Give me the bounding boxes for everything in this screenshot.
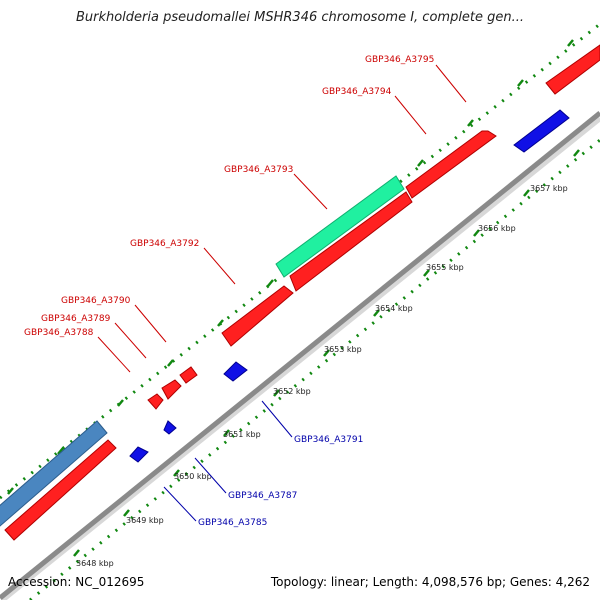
gene-label-GBP346_A3795[interactable]: GBP346_A3795	[365, 55, 434, 65]
tick-mark	[117, 399, 124, 407]
tick-mark	[273, 389, 280, 397]
gene-label-GBP346_A3790[interactable]: GBP346_A3790	[61, 296, 131, 306]
gene-label-GBP346_A3787[interactable]: GBP346_A3787	[228, 491, 297, 501]
tick-mark	[267, 279, 274, 287]
forward-gene-GBP346_A3788[interactable]	[147, 393, 164, 410]
repeat-feature[interactable]	[0, 420, 108, 527]
tick-mark	[523, 189, 530, 197]
scale-labels: 3648 kbp 3649 kbp 3650 kbp 3651 kbp 3652…	[76, 184, 568, 568]
forward-gene-GBP346_A3795[interactable]	[545, 44, 600, 95]
scale-label: 3649 kbp	[126, 516, 164, 525]
tick-mark	[217, 319, 224, 327]
forward-genes	[4, 44, 600, 541]
tick-mark	[7, 487, 14, 495]
scale-label: 3656 kbp	[478, 224, 516, 233]
forward-labels: GBP346_A3795 GBP346_A3794 GBP346_A3793 G…	[24, 55, 434, 338]
tick-mark	[123, 509, 130, 517]
scale-label: 3653 kbp	[324, 345, 362, 354]
tick-mark	[517, 79, 524, 87]
forward-gene-GBP346_A3792[interactable]	[221, 285, 294, 347]
forward-gene-GBP346_A3794[interactable]	[405, 130, 497, 199]
leader-GBP346_A3794	[394, 95, 427, 135]
scale-label: 3651 kbp	[223, 430, 261, 439]
tick-mark	[473, 229, 480, 237]
forward-gene[interactable]	[4, 439, 117, 541]
leader-GBP346_A3785	[163, 486, 197, 522]
tick-mark	[57, 447, 64, 455]
leader-GBP346_A3793	[293, 173, 328, 210]
gene-label-GBP346_A3791[interactable]: GBP346_A3791	[294, 435, 363, 445]
rna-feature-GBP346_A3793[interactable]	[275, 175, 405, 278]
tick-mark	[467, 119, 474, 127]
tick-mark	[223, 429, 230, 437]
leader-GBP346_A3791	[261, 400, 293, 438]
scale-label: 3652 kbp	[273, 387, 311, 396]
leader-GBP346_A3792	[203, 247, 236, 285]
leader-GBP346_A3787	[194, 457, 227, 494]
guide-lines	[0, 22, 600, 600]
gene-label-GBP346_A3788[interactable]: GBP346_A3788	[24, 328, 94, 338]
sequence-info: Topology: linear; Length: 4,098,576 bp; …	[270, 575, 590, 589]
tick-mark	[417, 159, 424, 167]
gene-label-GBP346_A3789[interactable]: GBP346_A3789	[41, 314, 111, 324]
leader-GBP346_A3789	[114, 322, 147, 359]
sequence-axis	[0, 111, 600, 600]
scale-label: 3655 kbp	[426, 263, 464, 272]
tick-mark	[373, 309, 380, 317]
lower-guide-line	[29, 138, 600, 600]
reverse-labels: GBP346_A3791 GBP346_A3787 GBP346_A3785	[198, 435, 363, 528]
leader-GBP346_A3795	[435, 64, 467, 103]
tick-mark	[173, 469, 180, 477]
reverse-gene[interactable]	[513, 109, 570, 153]
reverse-gene-GBP346_A3791[interactable]	[223, 361, 248, 382]
scale-label: 3657 kbp	[530, 184, 568, 193]
forward-leaders	[97, 64, 467, 373]
reverse-leaders	[163, 400, 293, 522]
reverse-gene-GBP346_A3785[interactable]	[129, 446, 149, 463]
axis-shadow	[0, 115, 600, 600]
tick-mark	[323, 349, 330, 357]
feature-track	[0, 175, 405, 527]
tick-mark	[567, 39, 574, 47]
tick-mark	[73, 549, 80, 557]
forward-gene-GBP346_A3789[interactable]	[161, 379, 182, 400]
gene-label-GBP346_A3785[interactable]: GBP346_A3785	[198, 518, 267, 528]
tick-mark	[423, 269, 430, 277]
scale-label: 3648 kbp	[76, 559, 114, 568]
forward-gene-GBP346_A3793[interactable]	[289, 191, 413, 292]
leader-GBP346_A3790	[134, 304, 167, 343]
gene-label-GBP346_A3792[interactable]: GBP346_A3792	[130, 239, 199, 249]
reverse-gene-GBP346_A3787[interactable]	[163, 420, 177, 435]
accession-text: Accession: NC_012695	[8, 575, 145, 589]
map-title: Burkholderia pseudomallei MSHR346 chromo…	[75, 10, 525, 25]
tick-mark	[167, 359, 174, 367]
scale-label: 3654 kbp	[375, 304, 413, 313]
tick-mark	[573, 149, 580, 157]
leader-GBP346_A3788	[97, 336, 131, 373]
reverse-genes	[129, 109, 570, 463]
tick-marks	[7, 39, 580, 557]
gene-label-GBP346_A3794[interactable]: GBP346_A3794	[322, 87, 392, 97]
gene-label-GBP346_A3793[interactable]: GBP346_A3793	[224, 165, 293, 175]
forward-gene-GBP346_A3790[interactable]	[179, 366, 198, 384]
scale-label: 3650 kbp	[174, 472, 212, 481]
